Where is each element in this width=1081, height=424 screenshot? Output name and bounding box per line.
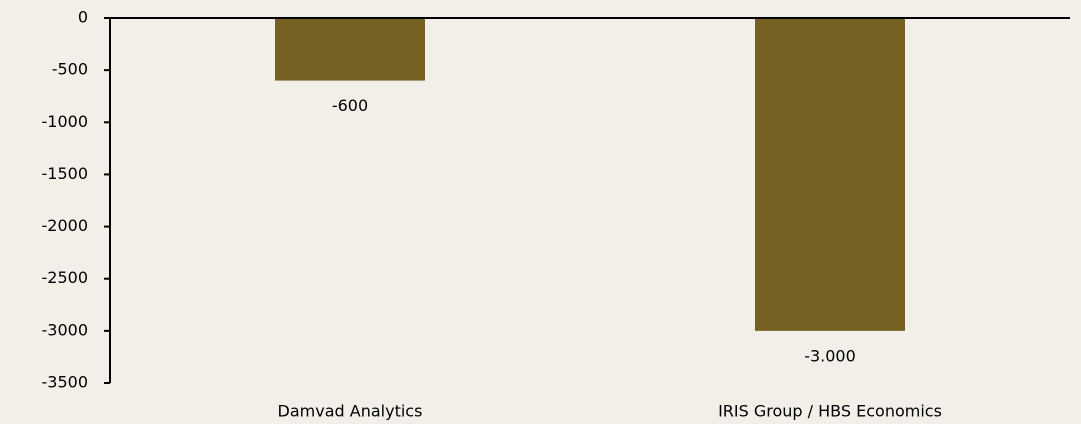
y-tick-label: -1500 bbox=[42, 164, 89, 183]
x-tick-label: Damvad Analytics bbox=[278, 402, 423, 421]
bar bbox=[275, 18, 425, 81]
y-tick-label: -3500 bbox=[42, 373, 89, 392]
x-tick-label: IRIS Group / HBS Economics bbox=[718, 402, 942, 421]
bar bbox=[755, 18, 905, 331]
y-tick-label: -2500 bbox=[42, 268, 89, 287]
y-tick-label: -2000 bbox=[42, 216, 89, 235]
y-tick-label: 0 bbox=[78, 8, 88, 27]
y-tick-label: -500 bbox=[52, 60, 88, 79]
y-tick-label: -3000 bbox=[42, 320, 89, 339]
value-label: -600 bbox=[332, 96, 368, 115]
value-label: -3.000 bbox=[804, 346, 856, 365]
y-tick-label: -1000 bbox=[42, 112, 89, 131]
